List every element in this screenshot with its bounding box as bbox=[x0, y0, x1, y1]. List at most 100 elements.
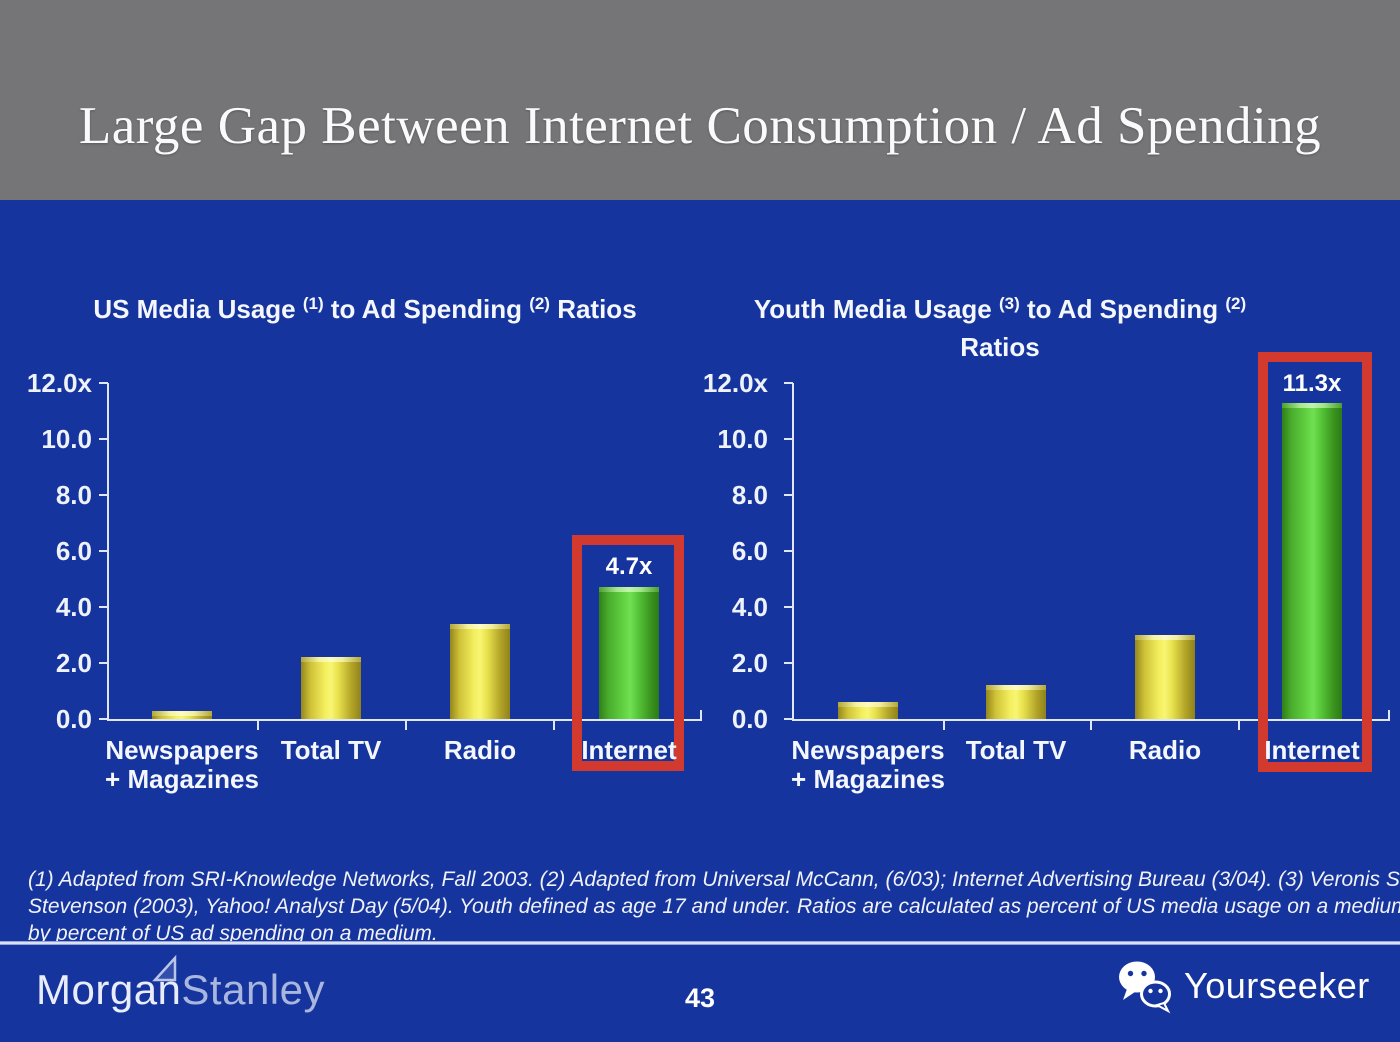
slide-header-band: Large Gap Between Internet Consumption /… bbox=[0, 0, 1400, 200]
bar-internet bbox=[1282, 403, 1342, 719]
x-axis-line bbox=[792, 719, 1390, 721]
bar-newspapers-magazines bbox=[152, 711, 212, 719]
y-axis-tick-mark bbox=[99, 550, 108, 552]
page-number: 43 bbox=[684, 983, 716, 1013]
y-axis-line bbox=[107, 383, 109, 721]
bar-top-highlight bbox=[450, 624, 510, 629]
title-superscript: (3) bbox=[998, 294, 1020, 313]
y-axis-tick-mark bbox=[784, 382, 793, 384]
y-axis-tick-label: 6.0 bbox=[55, 536, 92, 566]
category-label: Total TV bbox=[921, 736, 1111, 765]
highlight-value-label: 4.7x bbox=[605, 553, 653, 580]
category-label: Newspapers + Magazines bbox=[87, 736, 277, 794]
category-label: Total TV bbox=[236, 736, 426, 765]
slide-title: Large Gap Between Internet Consumption /… bbox=[78, 97, 1322, 155]
x-axis-line bbox=[107, 719, 702, 721]
footnote-line: by percent of US ad spending on a medium… bbox=[28, 922, 438, 945]
category-label-line: Newspapers bbox=[105, 735, 259, 765]
category-label: Radio bbox=[385, 736, 575, 765]
highlight-box bbox=[1258, 352, 1372, 772]
x-axis-end-tick bbox=[700, 710, 702, 719]
y-axis-tick-label: 2.0 bbox=[731, 648, 768, 678]
category-label-line: Radio bbox=[443, 735, 517, 765]
yourseeker-watermark: Yourseeker bbox=[1116, 956, 1370, 1016]
bar-top-highlight bbox=[838, 702, 898, 707]
bar-total-tv bbox=[986, 685, 1046, 719]
category-label-line: Newspapers bbox=[791, 735, 945, 765]
y-axis-tick-label: 4.0 bbox=[731, 592, 768, 622]
x-axis-end-tick bbox=[1388, 710, 1390, 719]
y-axis-tick-mark bbox=[99, 494, 108, 496]
y-axis-tick-mark bbox=[784, 438, 793, 440]
title-text: to Ad Spending bbox=[1019, 294, 1226, 324]
bar-top-highlight bbox=[301, 657, 361, 662]
title-superscript: (1) bbox=[302, 294, 324, 313]
title-text: to Ad Spending bbox=[323, 294, 530, 324]
y-axis-tick-label: 4.0 bbox=[55, 592, 92, 622]
y-axis-line bbox=[792, 383, 794, 721]
bar-top-highlight bbox=[152, 711, 212, 716]
y-axis-tick-mark bbox=[784, 718, 793, 720]
chart-title-line: Youth Media Usage (3) to Ad Spending (2) bbox=[700, 292, 1300, 330]
x-axis-tick-mark bbox=[405, 721, 407, 730]
y-axis-tick-label: 12.0x bbox=[702, 368, 768, 398]
y-axis-tick-label: 8.0 bbox=[731, 480, 768, 510]
brand-morgan: Morgan bbox=[36, 966, 182, 1013]
yourseeker-label: Yourseeker bbox=[1184, 965, 1370, 1006]
bar-top-highlight bbox=[599, 587, 659, 592]
highlight-value-label: 11.3x bbox=[1282, 370, 1342, 397]
category-label-line: Internet bbox=[581, 735, 677, 765]
category-label-line: + Magazines bbox=[791, 764, 945, 794]
y-axis-tick-label: 10.0 bbox=[717, 424, 768, 454]
category-label-line: + Magazines bbox=[105, 764, 259, 794]
morgan-stanley-triangle-icon bbox=[152, 954, 177, 982]
category-label: Radio bbox=[1070, 736, 1260, 765]
chart-title-line: US Media Usage (1) to Ad Spending (2) Ra… bbox=[55, 292, 675, 330]
y-axis-tick-label: 0.0 bbox=[731, 704, 768, 734]
y-axis-tick-mark bbox=[784, 550, 793, 552]
category-label: Internet bbox=[534, 736, 724, 765]
category-label: Newspapers + Magazines bbox=[773, 736, 963, 794]
category-label: Internet bbox=[1217, 736, 1400, 765]
bar-top-highlight bbox=[1135, 635, 1195, 640]
y-axis-tick-mark bbox=[784, 494, 793, 496]
y-axis-tick-mark bbox=[784, 606, 793, 608]
footnote-line: Stevenson (2003), Yahoo! Analyst Day (5/… bbox=[28, 895, 1400, 918]
bar-top-highlight bbox=[986, 685, 1046, 690]
footnote: (1) Adapted from SRI-Knowledge Networks,… bbox=[28, 866, 1400, 947]
bar-radio bbox=[450, 624, 510, 719]
y-axis-tick-label: 8.0 bbox=[55, 480, 92, 510]
highlight-box bbox=[572, 535, 684, 771]
category-label-line: Radio bbox=[1128, 735, 1202, 765]
y-axis-tick-mark bbox=[99, 662, 108, 664]
x-axis-tick-mark bbox=[257, 721, 259, 730]
chart-title: US Media Usage (1) to Ad Spending (2) Ra… bbox=[55, 292, 675, 330]
title-superscript: (2) bbox=[1225, 294, 1247, 313]
chart-title-line: Ratios bbox=[700, 330, 1300, 364]
x-axis-tick-mark bbox=[1090, 721, 1092, 730]
y-axis-tick-label: 6.0 bbox=[731, 536, 768, 566]
footnote-line: (1) Adapted from SRI-Knowledge Networks,… bbox=[28, 868, 1400, 891]
x-axis-tick-mark bbox=[943, 721, 945, 730]
title-text: Youth Media Usage bbox=[753, 294, 999, 324]
category-label-line: Internet bbox=[1264, 735, 1360, 765]
bar-top-highlight bbox=[1282, 403, 1342, 408]
title-text: Ratios bbox=[549, 294, 637, 324]
y-axis-tick-mark bbox=[99, 438, 108, 440]
bar-total-tv bbox=[301, 657, 361, 719]
title-superscript: (2) bbox=[529, 294, 550, 313]
bar-newspapers-magazines bbox=[838, 702, 898, 719]
footer-divider bbox=[0, 941, 1400, 945]
chart-title: Youth Media Usage (3) to Ad Spending (2)… bbox=[700, 292, 1300, 364]
category-label-line: Total TV bbox=[280, 735, 382, 765]
title-text: US Media Usage bbox=[93, 294, 303, 324]
y-axis-tick-mark bbox=[99, 606, 108, 608]
y-axis-tick-mark bbox=[99, 382, 108, 384]
bar-internet bbox=[599, 587, 659, 719]
y-axis-tick-label: 2.0 bbox=[55, 648, 92, 678]
category-label-line: Total TV bbox=[965, 735, 1067, 765]
y-axis-tick-label: 12.0x bbox=[26, 368, 92, 398]
title-text: Ratios bbox=[960, 332, 1040, 362]
y-axis-tick-mark bbox=[784, 662, 793, 664]
